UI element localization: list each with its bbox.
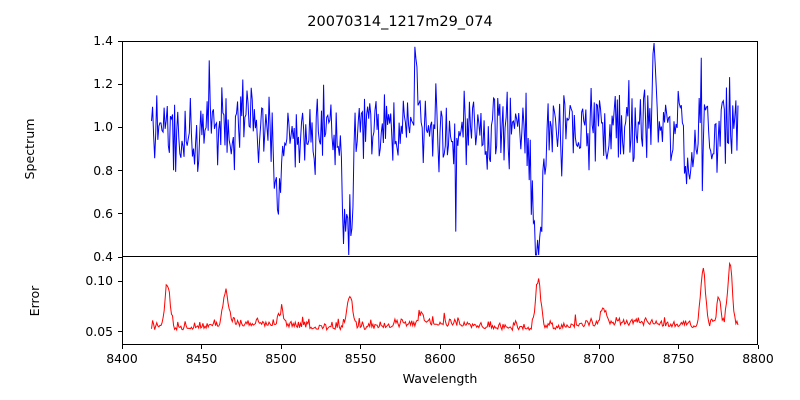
spectrum-y-tickmark (118, 40, 122, 42)
error-y-tickmark (118, 280, 122, 282)
error-curve (151, 261, 739, 332)
spectrum-y-tick-label: 1.0 (93, 119, 113, 135)
spectrum-y-tick-label: 0.4 (93, 249, 113, 264)
x-tickmark (757, 345, 759, 349)
x-tickmark (280, 345, 282, 349)
error-y-axis-label: Error (27, 285, 42, 317)
x-tick-label: 8700 (583, 351, 615, 366)
x-tick-label: 8650 (503, 351, 536, 366)
x-tickmark (598, 345, 600, 349)
page-title: 20070314_1217m29_074 (307, 14, 493, 30)
spectrum-y-axis-label: Spectrum (22, 118, 37, 180)
x-tick-label: 8550 (344, 351, 377, 366)
x-axis-label: Wavelength (402, 371, 478, 386)
x-tickmark (201, 345, 203, 349)
spectrum-y-tickmark (118, 83, 122, 85)
x-tickmark (121, 345, 123, 349)
spectrum-y-tick-label: 1.2 (93, 76, 113, 92)
x-tickmark (360, 345, 362, 349)
spectrum-panel (122, 41, 758, 257)
x-tick-label: 8450 (185, 351, 218, 366)
error-y-tick-label: 0.05 (85, 323, 113, 339)
error-y-tickmark (118, 331, 122, 333)
error-y-tick-label: 0.10 (85, 273, 113, 289)
spectrum-y-tick-label: 1.4 (93, 33, 113, 48)
x-tick-label: 8400 (106, 351, 138, 366)
x-tick-label: 8600 (424, 351, 456, 366)
x-tick-label: 8750 (662, 351, 695, 366)
x-tick-label: 8500 (265, 351, 297, 366)
spectrum-y-tickmark (118, 126, 122, 128)
x-tickmark (678, 345, 680, 349)
spectrum-y-tickmark (118, 256, 122, 258)
x-tick-label: 8800 (742, 351, 774, 366)
x-tickmark (439, 345, 441, 349)
x-tickmark (519, 345, 521, 349)
spectrum-y-tick-label: 0.6 (93, 205, 113, 221)
spectrum-y-tick-label: 0.8 (93, 162, 113, 178)
spectrum-y-tickmark (118, 170, 122, 172)
error-panel (122, 256, 758, 345)
spectrum-y-tickmark (118, 213, 122, 215)
spectrum-curve (151, 43, 739, 256)
